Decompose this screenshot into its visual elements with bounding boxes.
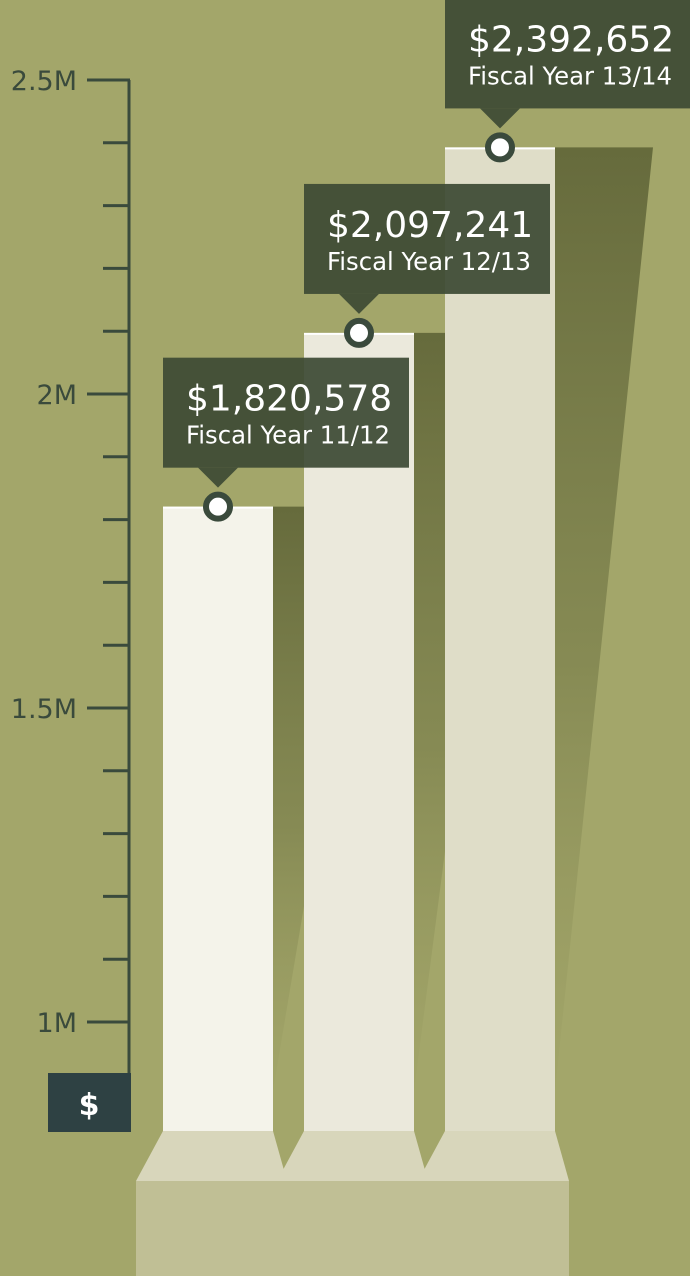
category-label: Fiscal Year 11/12: [186, 421, 390, 450]
currency-badge: [48, 1073, 131, 1132]
data-point-marker: [203, 491, 233, 522]
callout-box: [163, 357, 409, 468]
callout-box: [304, 183, 550, 294]
pedestal-top: [136, 1131, 287, 1181]
y-axis: 2.5M 2M 1.5M 1M $: [11, 66, 131, 1132]
data-point-marker: [344, 317, 374, 348]
y-tick-label: 2.5M: [11, 66, 77, 97]
callout-box: [445, 0, 690, 109]
pedestal-top: [277, 1131, 428, 1181]
category-label: Fiscal Year 13/14: [468, 61, 672, 90]
data-label: $1,820,578: [186, 379, 392, 420]
bar: [163, 506, 273, 1131]
pedestal-top: [418, 1131, 569, 1181]
category-label: Fiscal Year 12/13: [327, 247, 531, 276]
data-label: $2,097,241: [327, 205, 533, 246]
y-tick-label: 2M: [37, 380, 77, 411]
data-point-marker: [485, 132, 515, 163]
pedestal: [418, 1131, 569, 1276]
data-label: $2,392,652: [468, 19, 674, 60]
y-tick-label: 1.5M: [11, 694, 77, 725]
pedestal-front: [136, 1181, 287, 1276]
bar-shadow: [555, 147, 653, 1091]
pedestals: [136, 1131, 569, 1276]
y-tick-label: 1M: [37, 1008, 77, 1039]
callout-pointer: [480, 108, 520, 129]
bar: [445, 147, 555, 1131]
pedestal-front: [277, 1181, 428, 1276]
callout-pointer: [198, 467, 238, 488]
pedestal: [136, 1131, 287, 1276]
callout-pointer: [339, 293, 379, 314]
pedestal-front: [418, 1181, 569, 1276]
currency-badge-label: $: [79, 1088, 100, 1123]
pedestal: [277, 1131, 428, 1276]
